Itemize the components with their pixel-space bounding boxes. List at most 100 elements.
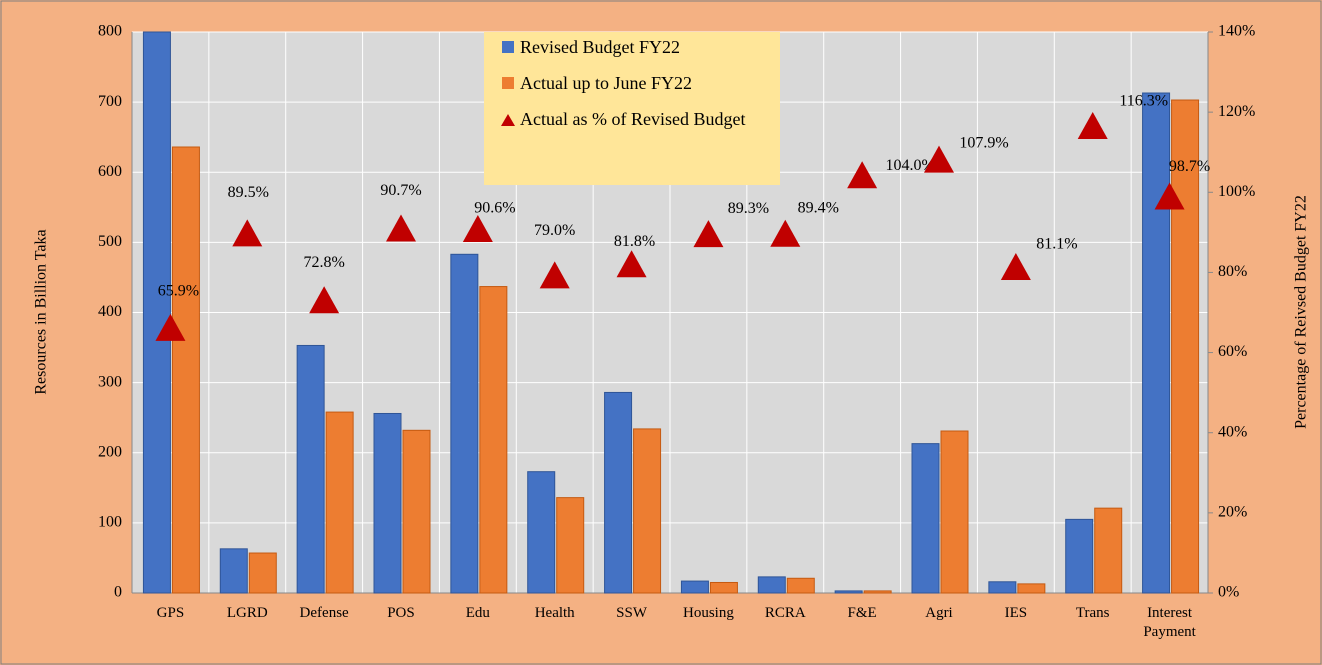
legend-label: Actual as % of Revised Budget xyxy=(520,109,746,129)
y2-tick-label: 140% xyxy=(1218,23,1255,40)
bar xyxy=(911,443,940,594)
x-tick-label: LGRD xyxy=(226,605,268,621)
bar xyxy=(757,576,786,594)
legend-item: Actual up to June FY22 xyxy=(502,72,770,94)
data-label: 89.4% xyxy=(798,199,839,216)
bar xyxy=(219,548,248,594)
triangle-marker xyxy=(462,214,493,242)
triangle-marker xyxy=(770,219,801,247)
y2-axis-title: Percentage of Reivsed Budget FY22 xyxy=(1293,195,1310,429)
x-tick-label: F&E xyxy=(847,605,877,621)
y-tick-label: 500 xyxy=(98,233,122,250)
data-label: 81.1% xyxy=(1036,236,1077,253)
data-label: 72.8% xyxy=(303,254,344,271)
y-axis-title: Resources in Billion Taka xyxy=(33,229,50,394)
legend-swatch xyxy=(502,77,514,89)
triangle-marker xyxy=(1077,111,1108,139)
bar xyxy=(171,146,200,594)
bar xyxy=(940,430,969,594)
bar xyxy=(248,552,277,594)
y2-tick-label: 60% xyxy=(1218,343,1247,360)
bar xyxy=(296,344,325,594)
y2-tick-label: 20% xyxy=(1218,504,1247,521)
y2-tick-label: 0% xyxy=(1218,584,1239,601)
x-tick-label: IES xyxy=(1004,605,1028,621)
triangle-marker xyxy=(539,261,570,289)
triangle-marker xyxy=(1154,182,1185,210)
x-tick-label: Agri xyxy=(925,605,953,621)
bar xyxy=(402,429,431,594)
data-label: 98.7% xyxy=(1169,158,1210,175)
bar xyxy=(988,581,1017,594)
bar xyxy=(142,31,171,594)
x-tick-label: Health xyxy=(534,605,575,621)
y-tick-label: 600 xyxy=(98,163,122,180)
bar xyxy=(1142,92,1171,594)
bar xyxy=(479,286,508,594)
bar xyxy=(786,577,815,594)
triangle-marker xyxy=(847,161,878,189)
legend-item: Actual as % of Revised Budget xyxy=(501,108,770,130)
bar xyxy=(834,590,863,594)
x-tick-label: SSW xyxy=(616,605,647,621)
triangle-marker xyxy=(1000,253,1031,281)
x-tick-label: Defense xyxy=(299,605,349,621)
bar xyxy=(1094,507,1123,594)
bar xyxy=(680,580,709,594)
x-tick-label: POS xyxy=(387,605,415,621)
legend-label: Actual up to June FY22 xyxy=(520,73,692,93)
bar xyxy=(1017,583,1046,594)
y2-tick-label: 40% xyxy=(1218,423,1247,440)
x-tick-label: RCRA xyxy=(764,605,806,621)
triangle-marker xyxy=(309,286,340,314)
x-tick-label: Housing xyxy=(683,605,734,621)
y2-tick-label: 100% xyxy=(1218,183,1255,200)
legend-label: Revised Budget FY22 xyxy=(520,37,680,57)
y2-tick-label: 80% xyxy=(1218,263,1247,280)
x-tick-label: Trans xyxy=(1075,605,1110,621)
bar xyxy=(1171,99,1200,594)
bar xyxy=(373,412,402,594)
data-label: 79.0% xyxy=(534,222,575,239)
bar xyxy=(633,428,662,594)
legend-item: Revised Budget FY22 xyxy=(502,36,770,58)
x-tick-label: GPS xyxy=(156,605,185,621)
triangle-marker xyxy=(232,219,263,247)
bar xyxy=(863,590,892,594)
data-label: 81.8% xyxy=(614,233,655,250)
bar xyxy=(325,411,354,594)
y2-tick-label: 120% xyxy=(1218,103,1255,120)
triangle-marker xyxy=(155,313,186,341)
triangle-marker xyxy=(616,250,647,278)
data-label: 104.0% xyxy=(885,157,934,174)
y-tick-label: 200 xyxy=(98,443,122,460)
y-tick-label: 700 xyxy=(98,93,122,110)
data-label: 65.9% xyxy=(158,283,199,300)
bar xyxy=(709,581,738,594)
y-tick-label: 0 xyxy=(114,584,122,601)
data-label: 89.5% xyxy=(228,184,269,201)
y-tick-label: 800 xyxy=(98,23,122,40)
y-tick-label: 100 xyxy=(98,514,122,531)
y-tick-label: 300 xyxy=(98,373,122,390)
x-tick-label: Interest Payment xyxy=(1143,605,1196,640)
data-label: 107.9% xyxy=(959,134,1008,151)
legend-swatch xyxy=(501,114,515,126)
data-label: 90.7% xyxy=(380,182,421,199)
data-label: 89.3% xyxy=(728,200,769,217)
triangle-marker xyxy=(924,145,954,173)
x-tick-label: Edu xyxy=(465,605,490,621)
legend-swatch xyxy=(502,41,514,53)
y-tick-label: 400 xyxy=(98,303,122,320)
triangle-marker xyxy=(386,214,416,242)
triangle-marker xyxy=(693,220,724,248)
legend: Revised Budget FY22 Actual up to June FY2… xyxy=(484,32,780,185)
bar xyxy=(450,253,479,594)
data-label: 116.3% xyxy=(1119,93,1168,110)
bar xyxy=(556,497,585,594)
data-label: 90.6% xyxy=(474,200,515,217)
bar xyxy=(527,471,556,594)
bar xyxy=(1065,518,1094,594)
